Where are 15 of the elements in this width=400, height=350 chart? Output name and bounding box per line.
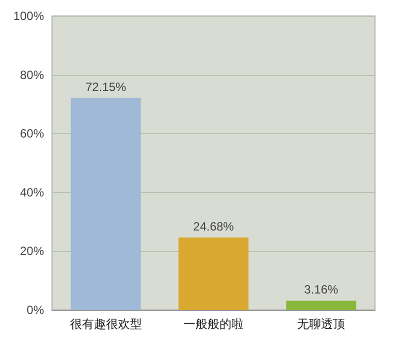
bar [286,300,356,310]
y-tick-label: 20% [20,244,44,258]
data-label: 72.15% [85,80,127,94]
bar [178,237,248,310]
data-label: 3.16% [304,282,339,297]
y-tick-label: 80% [20,68,44,82]
y-tick-label: 0% [26,303,44,317]
x-tick-label: 一般般的啦 [184,317,244,331]
y-tick-label: 60% [20,126,44,141]
x-tick-label: 无聊透顶 [297,317,346,331]
data-label: 24.68% [193,219,234,234]
y-tick-label: 100% [13,9,44,23]
x-tick-label: 很有趣很欢型 [70,317,142,331]
y-tick-label: 40% [20,185,44,200]
bar [70,98,141,310]
